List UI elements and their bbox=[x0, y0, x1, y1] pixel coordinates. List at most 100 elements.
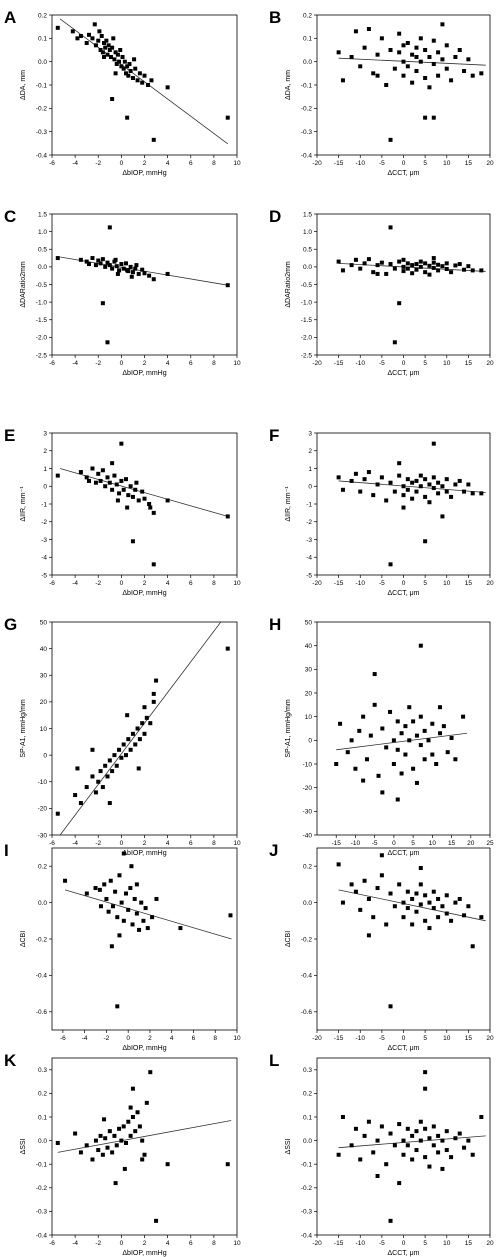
data-point bbox=[105, 774, 110, 779]
data-point bbox=[96, 1148, 101, 1153]
y-tick-label: 2 bbox=[308, 448, 312, 455]
y-tick-label: -1 bbox=[41, 501, 47, 508]
data-point bbox=[93, 790, 98, 795]
data-point bbox=[340, 900, 345, 905]
data-point bbox=[145, 926, 150, 931]
data-point bbox=[423, 1070, 428, 1075]
y-tick-label: 0 bbox=[43, 484, 47, 491]
data-point bbox=[228, 913, 233, 918]
x-tick-label: 10 bbox=[233, 160, 241, 167]
data-point bbox=[431, 1124, 436, 1129]
x-tick-label: 5 bbox=[423, 1035, 427, 1042]
data-point bbox=[124, 1140, 128, 1145]
x-tick-label: 6 bbox=[189, 840, 193, 847]
data-point bbox=[103, 763, 108, 768]
data-point bbox=[165, 1162, 170, 1167]
data-point bbox=[128, 264, 133, 269]
data-point bbox=[353, 471, 358, 476]
data-point bbox=[353, 889, 358, 894]
data-point bbox=[78, 801, 83, 806]
data-point bbox=[362, 477, 367, 482]
data-point bbox=[423, 76, 428, 80]
fit-line bbox=[338, 1135, 486, 1149]
panel-D: -20 -15 -10 -5 0 5 10 15 20 -2.5 -2.0 -1.5 -1.0 -0.5 0… bbox=[269, 207, 494, 377]
data-point bbox=[388, 262, 393, 267]
data-point bbox=[375, 52, 380, 57]
data-point bbox=[379, 260, 384, 265]
data-point bbox=[102, 1117, 107, 1122]
data-point bbox=[436, 491, 441, 496]
data-point bbox=[444, 261, 449, 266]
data-point bbox=[384, 745, 389, 750]
data-point bbox=[418, 259, 423, 264]
y-tick-label: 1 bbox=[43, 466, 47, 473]
data-point bbox=[388, 562, 393, 567]
data-point bbox=[119, 262, 124, 267]
x-axis-label: ΔCCT, μm bbox=[387, 170, 419, 177]
data-point bbox=[379, 873, 384, 878]
panel-letter: F bbox=[269, 426, 279, 445]
data-point bbox=[436, 480, 441, 485]
data-point bbox=[87, 32, 91, 37]
data-point bbox=[418, 743, 423, 748]
data-point bbox=[126, 493, 131, 498]
fit-line bbox=[336, 732, 467, 751]
data-point bbox=[353, 1126, 358, 1131]
x-tick-label: 0 bbox=[402, 580, 406, 587]
y-tick-label: 0 bbox=[308, 484, 312, 491]
y-tick-label: -1 bbox=[306, 501, 312, 508]
data-point bbox=[137, 71, 142, 76]
data-point bbox=[125, 64, 130, 69]
x-tick-label: -15 bbox=[334, 1035, 344, 1042]
data-point bbox=[449, 78, 454, 83]
data-point bbox=[375, 271, 380, 276]
x-tick-label: 15 bbox=[465, 1240, 473, 1247]
data-point bbox=[366, 27, 371, 31]
data-point bbox=[55, 473, 60, 478]
y-tick-label: 0.0 bbox=[303, 264, 312, 271]
data-point bbox=[366, 1119, 371, 1124]
y-tick-label: 0.5 bbox=[303, 247, 312, 254]
data-point bbox=[440, 484, 445, 489]
x-axis-label: ΔbIOP, mmHg bbox=[122, 370, 166, 377]
data-point bbox=[375, 886, 380, 891]
data-point bbox=[395, 797, 400, 802]
data-point bbox=[401, 269, 406, 274]
x-tick-label: 8 bbox=[212, 580, 216, 587]
x-tick-label: 0 bbox=[392, 840, 396, 847]
x-tick-label: 15 bbox=[465, 360, 473, 367]
data-point bbox=[178, 926, 183, 931]
plot-area bbox=[55, 18, 230, 145]
y-tick-label: -0.3 bbox=[301, 1209, 313, 1216]
x-tick-label: 15 bbox=[465, 1035, 473, 1042]
data-point bbox=[414, 891, 419, 896]
data-point bbox=[99, 34, 104, 38]
data-point bbox=[466, 264, 471, 269]
x-tick-label: 6 bbox=[189, 580, 193, 587]
panel-letter: E bbox=[4, 426, 15, 445]
y-tick-label: 1.0 bbox=[303, 229, 312, 236]
data-point bbox=[366, 933, 371, 938]
data-point bbox=[362, 1133, 367, 1138]
data-point bbox=[117, 491, 122, 496]
data-point bbox=[90, 36, 95, 41]
data-point bbox=[142, 731, 147, 736]
data-point bbox=[84, 891, 89, 896]
data-point bbox=[154, 1218, 159, 1223]
data-point bbox=[397, 50, 402, 55]
data-point bbox=[336, 862, 341, 867]
y-tick-label: 20 bbox=[305, 690, 313, 697]
data-point bbox=[427, 1164, 432, 1169]
data-point bbox=[125, 268, 130, 273]
data-point bbox=[457, 262, 462, 267]
data-point bbox=[84, 475, 89, 480]
x-tick-label: -5 bbox=[379, 580, 385, 587]
x-tick-label: -15 bbox=[334, 1240, 344, 1247]
data-point bbox=[479, 491, 484, 496]
data-point bbox=[63, 878, 68, 883]
data-point bbox=[133, 66, 138, 71]
data-point bbox=[151, 562, 156, 567]
data-point bbox=[431, 441, 436, 446]
x-tick-label: -10 bbox=[351, 840, 361, 847]
y-tick-label: 0.2 bbox=[303, 12, 312, 19]
